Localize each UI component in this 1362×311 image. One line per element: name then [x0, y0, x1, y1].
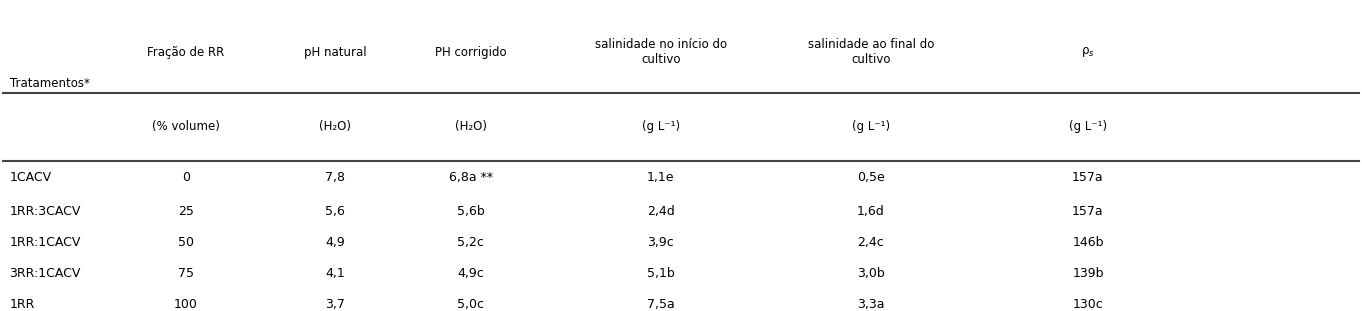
Text: 1,6d: 1,6d — [857, 205, 885, 218]
Text: (g L⁻¹): (g L⁻¹) — [642, 120, 680, 133]
Text: 3,3a: 3,3a — [857, 298, 885, 311]
Text: 25: 25 — [178, 205, 193, 218]
Text: 0: 0 — [183, 171, 189, 184]
Text: 4,9c: 4,9c — [458, 267, 484, 280]
Text: 4,9: 4,9 — [326, 236, 345, 249]
Text: (H₂O): (H₂O) — [319, 120, 351, 133]
Text: 3,0b: 3,0b — [857, 267, 885, 280]
Text: pH natural: pH natural — [304, 46, 366, 59]
Text: salinidade no início do
cultivo: salinidade no início do cultivo — [595, 38, 727, 66]
Text: ρ$_s$: ρ$_s$ — [1081, 45, 1095, 59]
Text: 3RR:1CACV: 3RR:1CACV — [10, 267, 80, 280]
Text: (g L⁻¹): (g L⁻¹) — [1069, 120, 1107, 133]
Text: 157a: 157a — [1072, 205, 1103, 218]
Text: 1RR: 1RR — [10, 298, 35, 311]
Text: 6,8a **: 6,8a ** — [448, 171, 493, 184]
Text: PH corrigido: PH corrigido — [434, 46, 507, 59]
Text: 5,6b: 5,6b — [456, 205, 485, 218]
Text: (H₂O): (H₂O) — [455, 120, 486, 133]
Text: 146b: 146b — [1072, 236, 1103, 249]
Text: 7,8: 7,8 — [326, 171, 345, 184]
Text: salinidade ao final do
cultivo: salinidade ao final do cultivo — [808, 38, 934, 66]
Text: 157a: 157a — [1072, 171, 1103, 184]
Text: 1,1e: 1,1e — [647, 171, 674, 184]
Text: 3,7: 3,7 — [326, 298, 345, 311]
Text: 4,1: 4,1 — [326, 267, 345, 280]
Text: 2,4c: 2,4c — [858, 236, 884, 249]
Text: 50: 50 — [178, 236, 193, 249]
Text: Tratamentos*: Tratamentos* — [10, 77, 90, 90]
Text: 0,5e: 0,5e — [857, 171, 885, 184]
Text: 100: 100 — [174, 298, 197, 311]
Text: Fração de RR: Fração de RR — [147, 46, 225, 59]
Text: 1RR:3CACV: 1RR:3CACV — [10, 205, 80, 218]
Text: 139b: 139b — [1072, 267, 1103, 280]
Text: 5,2c: 5,2c — [458, 236, 484, 249]
Text: 3,9c: 3,9c — [647, 236, 674, 249]
Text: 5,0c: 5,0c — [458, 298, 485, 311]
Text: 130c: 130c — [1072, 298, 1103, 311]
Text: 1RR:1CACV: 1RR:1CACV — [10, 236, 80, 249]
Text: 75: 75 — [178, 267, 193, 280]
Text: (g L⁻¹): (g L⁻¹) — [851, 120, 889, 133]
Text: (% volume): (% volume) — [153, 120, 219, 133]
Text: 1CACV: 1CACV — [10, 171, 52, 184]
Text: 5,6: 5,6 — [326, 205, 345, 218]
Text: 5,1b: 5,1b — [647, 267, 674, 280]
Text: 7,5a: 7,5a — [647, 298, 674, 311]
Text: 2,4d: 2,4d — [647, 205, 674, 218]
